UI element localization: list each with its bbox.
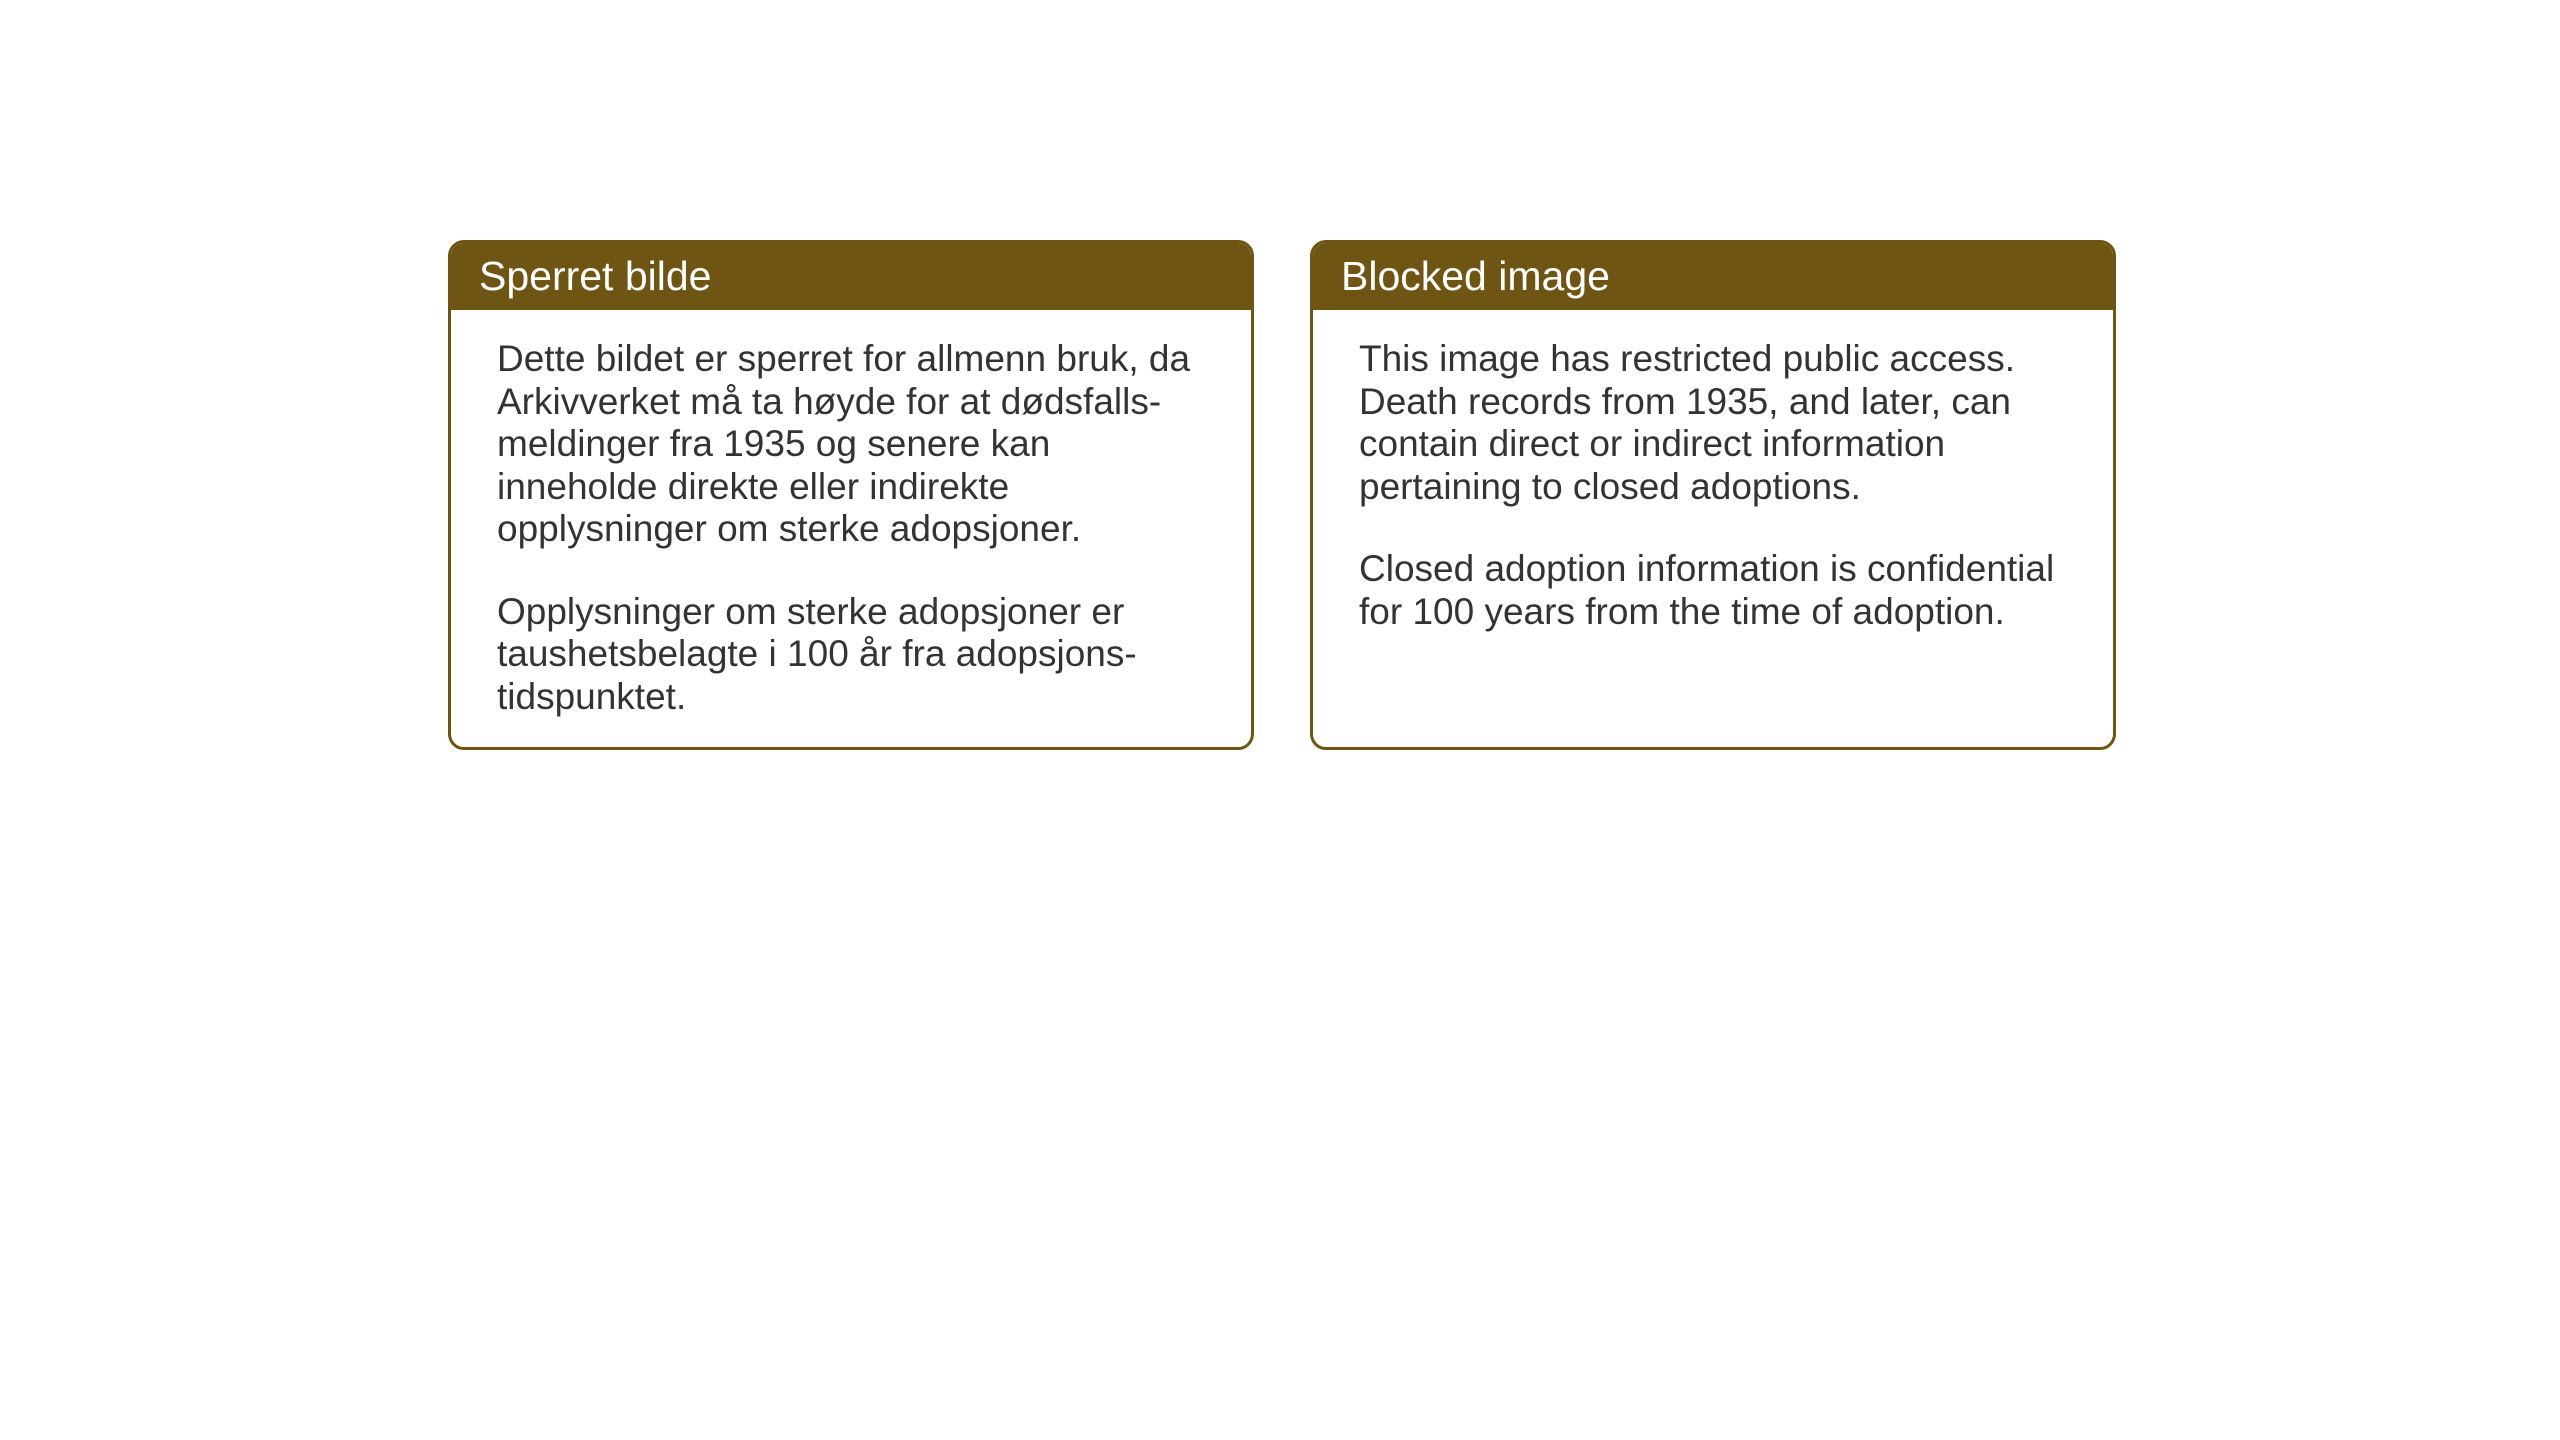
notice-title-norwegian: Sperret bilde [479, 253, 711, 299]
notice-header-english: Blocked image [1313, 243, 2113, 310]
notice-box-norwegian: Sperret bilde Dette bildet er sperret fo… [448, 240, 1254, 750]
notice-paragraph-norwegian-2: Opplysninger om sterke adopsjoner er tau… [497, 591, 1205, 719]
notice-container: Sperret bilde Dette bildet er sperret fo… [448, 240, 2116, 750]
notice-paragraph-norwegian-1: Dette bildet er sperret for allmenn bruk… [497, 338, 1205, 551]
notice-paragraph-english-2: Closed adoption information is confident… [1359, 548, 2067, 633]
notice-header-norwegian: Sperret bilde [451, 243, 1251, 310]
notice-paragraph-english-1: This image has restricted public access.… [1359, 338, 2067, 508]
notice-body-norwegian: Dette bildet er sperret for allmenn bruk… [451, 310, 1251, 746]
notice-box-english: Blocked image This image has restricted … [1310, 240, 2116, 750]
notice-title-english: Blocked image [1341, 253, 1610, 299]
notice-body-english: This image has restricted public access.… [1313, 310, 2113, 661]
